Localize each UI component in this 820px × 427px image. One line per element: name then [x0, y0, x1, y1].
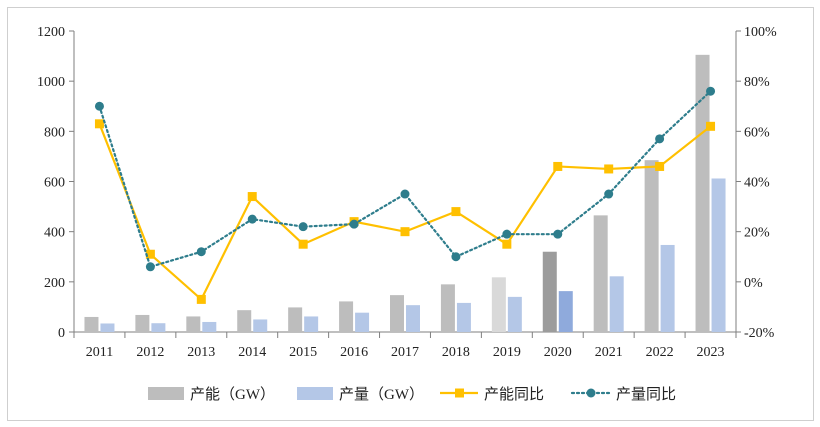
- marker-capacity-yoy: [400, 227, 410, 237]
- bar-capacity: [440, 284, 455, 332]
- marker-output-yoy: [400, 189, 410, 199]
- legend-capacity-yoy-marker: [455, 388, 464, 398]
- bar-output: [456, 302, 471, 332]
- bar-output: [711, 178, 726, 332]
- y-left-tick-label: 600: [44, 176, 65, 191]
- marker-output-yoy: [247, 214, 257, 224]
- legend-output-yoy-marker: [586, 388, 596, 398]
- marker-output-yoy: [553, 229, 563, 239]
- y-left-tick-label: 800: [44, 125, 65, 140]
- bar-capacity: [186, 316, 201, 332]
- bars-group: [84, 54, 726, 333]
- marker-capacity-yoy: [604, 164, 614, 174]
- marker-output-yoy: [349, 219, 359, 229]
- bar-capacity: [390, 295, 404, 332]
- bar-capacity: [542, 251, 557, 332]
- y-left-tick-label: 400: [44, 226, 65, 241]
- x-tick-label: 2013: [187, 345, 215, 360]
- y-right-tick-label: 80%: [744, 75, 770, 90]
- y-right-tick-label: 0%: [744, 276, 763, 291]
- y-right-tick-label: 20%: [744, 226, 770, 241]
- bar-output: [202, 321, 217, 332]
- bar-capacity: [644, 160, 659, 332]
- x-tick-label: 2021: [595, 345, 623, 360]
- bar-output: [100, 323, 115, 332]
- x-tick-label: 2017: [391, 345, 419, 360]
- line-capacity-yoy: [98, 123, 712, 302]
- bar-output: [660, 244, 675, 332]
- x-tick-label: 2012: [136, 345, 164, 360]
- lines-group: [94, 86, 716, 304]
- bar-capacity: [695, 54, 710, 333]
- y-right-tick-label: 100%: [744, 25, 777, 40]
- bar-output: [558, 291, 573, 332]
- marker-output-yoy: [298, 222, 308, 232]
- marker-output-yoy: [196, 247, 206, 257]
- legend-group: 产能（GW） 产量（GW） 产能同比 产量同比: [148, 386, 676, 403]
- x-tick-label: 2023: [697, 345, 725, 360]
- x-tick-label: 2019: [493, 345, 521, 360]
- x-tick-label: 2014: [238, 345, 266, 360]
- marker-capacity-yoy: [247, 192, 257, 202]
- bar-capacity: [339, 301, 354, 332]
- marker-capacity-yoy: [196, 294, 206, 304]
- line-output-yoy: [98, 90, 712, 269]
- y-right-tick-label: 40%: [744, 176, 770, 191]
- marker-capacity-yoy: [655, 161, 665, 171]
- marker-output-yoy: [655, 134, 665, 144]
- marker-output-yoy: [451, 252, 461, 262]
- bar-output: [304, 316, 319, 332]
- marker-capacity-yoy: [298, 239, 308, 249]
- bar-output: [609, 276, 624, 332]
- bar-capacity: [288, 307, 303, 332]
- bar-capacity: [491, 277, 506, 332]
- y-left-tick-label: 0: [58, 326, 65, 341]
- bar-output: [355, 312, 370, 332]
- chart-frame: [7, 7, 814, 421]
- legend-capacity-label: 产能（GW）: [190, 386, 275, 403]
- marker-output-yoy: [145, 262, 155, 272]
- legend-output-label: 产量（GW）: [339, 386, 424, 403]
- y-left-tick-label: 200: [44, 276, 65, 291]
- bar-capacity: [237, 310, 252, 332]
- bar-output: [151, 323, 166, 332]
- marker-output-yoy: [502, 229, 512, 239]
- bar-capacity: [593, 215, 608, 332]
- marker-output-yoy: [604, 189, 614, 199]
- bar-output: [507, 296, 522, 332]
- legend-capacity-swatch: [148, 387, 184, 400]
- marker-capacity-yoy: [145, 249, 155, 259]
- bar-capacity: [135, 314, 150, 332]
- marker-output-yoy: [706, 86, 716, 96]
- marker-capacity-yoy: [706, 121, 716, 131]
- bar-output: [406, 305, 420, 332]
- marker-output-yoy: [94, 101, 104, 111]
- legend-capacity-yoy-label: 产能同比: [484, 386, 544, 403]
- x-tick-label: 2011: [86, 345, 113, 360]
- marker-capacity-yoy: [451, 207, 461, 217]
- x-tick-label: 2020: [544, 345, 572, 360]
- y-right-tick-label: 60%: [744, 125, 770, 140]
- y-left-tick-label: 1000: [37, 75, 65, 90]
- marker-capacity-yoy: [94, 119, 104, 129]
- y-left-tick-label: 1200: [37, 25, 65, 40]
- bar-output: [253, 319, 268, 332]
- marker-capacity-yoy: [502, 239, 512, 249]
- x-tick-label: 2022: [646, 345, 674, 360]
- bar-capacity: [84, 316, 99, 332]
- x-tick-label: 2015: [289, 345, 317, 360]
- axes-group: 0 200 400 600 800 1000 1200 -20% 0% 20% 40% 60% 80% 1…: [37, 25, 777, 360]
- x-tick-label: 2016: [340, 345, 368, 360]
- legend-output-yoy-label: 产量同比: [616, 386, 676, 403]
- legend-output-swatch: [297, 387, 333, 400]
- marker-capacity-yoy: [553, 161, 563, 171]
- y-right-tick-label: -20%: [744, 326, 775, 341]
- x-tick-label: 2018: [442, 345, 470, 360]
